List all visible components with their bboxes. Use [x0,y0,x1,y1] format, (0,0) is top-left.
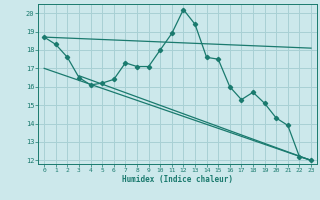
X-axis label: Humidex (Indice chaleur): Humidex (Indice chaleur) [122,175,233,184]
